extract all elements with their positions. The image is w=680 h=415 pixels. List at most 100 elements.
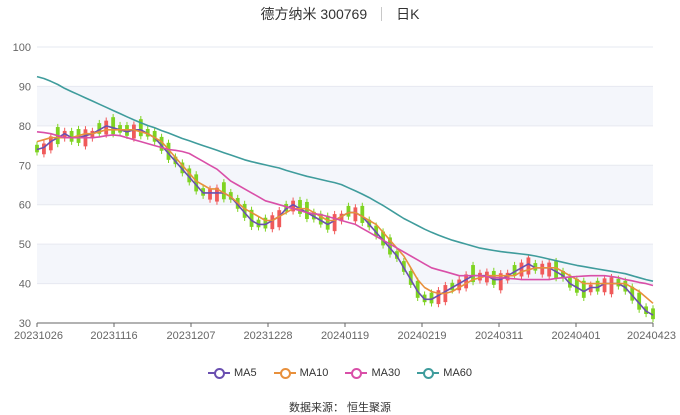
candle-body [298,199,302,214]
candle-body [242,203,247,218]
legend-label: MA10 [299,367,329,379]
legend-label: MA30 [371,367,401,379]
ma-line-ma60 [36,75,654,282]
y-tick-label: 50 [19,239,31,251]
candle-body [415,280,420,298]
candle-body [332,214,337,232]
candle-body [215,187,219,202]
candle-body [408,270,413,285]
x-tick-label: 20240119 [321,330,369,342]
candle-body [187,168,192,183]
legend-item-ma10[interactable]: MA10 [273,367,329,379]
grid-band [37,86,653,126]
candle-body [374,225,379,237]
ma-line-ma10 [36,129,654,304]
candle-body [42,143,46,155]
candle-body [69,130,74,142]
candle-body [138,119,143,137]
candle-body [651,308,655,320]
candle-body [305,201,309,219]
ma-line-ma30 [36,131,654,287]
candle-body [360,205,365,223]
candle-body [166,142,171,160]
y-tick-label: 40 [19,279,31,291]
y-tick-label: 90 [19,81,31,93]
candle-body [498,273,503,291]
y-tick-label: 100 [13,42,31,54]
candle-body [429,292,434,304]
candle-body [118,125,122,133]
legend-item-ma60[interactable]: MA60 [417,367,472,379]
candle-body [62,130,67,139]
candle-body [450,282,455,291]
candle-body [221,182,226,200]
y-axis-ticks: 100 90 80 70 60 50 40 30 [13,42,31,330]
candle-body [249,209,254,227]
legend-symbol [273,368,296,379]
candle-body [131,124,136,139]
candle-body [623,280,628,292]
candle-body [180,162,185,174]
candle-body [111,117,116,135]
period-label: 日K [396,6,420,22]
candle-body [630,286,635,301]
candle-body [353,207,358,222]
x-tick-label: 20240219 [398,330,447,342]
candle-body [609,277,614,295]
candle-body [457,279,462,291]
y-tick-label: 70 [19,160,31,172]
candle-body [568,276,572,288]
candle-body [346,205,351,217]
candle-body [519,262,524,277]
legend-item-ma30[interactable]: MA30 [345,367,400,379]
legend-label: MA5 [233,367,257,379]
x-tick-label: 20231026 [14,330,63,342]
stock-name-code: 德方纳米 300769 [260,6,368,22]
legend-symbol [207,368,230,379]
candle-body [561,270,565,279]
candlesticks [35,114,655,323]
x-axis: 20231026 20231116 20231207 20231228 20240119… [14,322,676,342]
candle-body [436,290,441,305]
candle-body [159,136,164,151]
data-source: 数据来源： 恒生聚源 [288,402,392,414]
candle-body [263,217,268,229]
candle-body [471,265,475,283]
x-tick-label: 20240423 [627,330,676,342]
grid-bands [37,46,653,324]
title-separator [381,7,383,21]
candle-body [48,136,53,151]
grid-band [37,165,653,205]
candle-body [208,188,212,200]
legend: MA5 MA10 MA30 MA60 [0,367,680,381]
candle-body [291,200,295,212]
candle-body [540,263,545,275]
candle-body [547,262,552,277]
candle-body [588,284,593,293]
candle-body [637,292,642,310]
legend-symbol [417,368,440,379]
y-tick-label: 30 [19,318,31,330]
candle-body [145,129,150,137]
candle-body [194,174,199,192]
candle-body [581,280,586,298]
ma-line-ma5 [36,125,654,316]
x-tick-label: 20231116 [90,330,137,342]
candle-body [574,278,579,293]
legend-symbol [345,368,368,379]
candle-body [512,265,517,276]
x-tick-label: 20240401 [552,330,601,342]
candle-body [277,210,282,228]
candle-body [478,272,482,281]
candle-body [616,278,621,287]
candle-body [339,213,344,222]
candle-body [318,213,323,225]
candle-body [388,237,392,255]
legend-item-ma5[interactable]: MA5 [207,367,257,379]
candle-body [90,130,95,139]
candle-body [325,215,330,230]
x-tick-label: 20231207 [167,330,216,342]
candle-body [533,263,538,271]
candle-body [270,215,275,230]
legend-label: MA60 [443,367,473,379]
